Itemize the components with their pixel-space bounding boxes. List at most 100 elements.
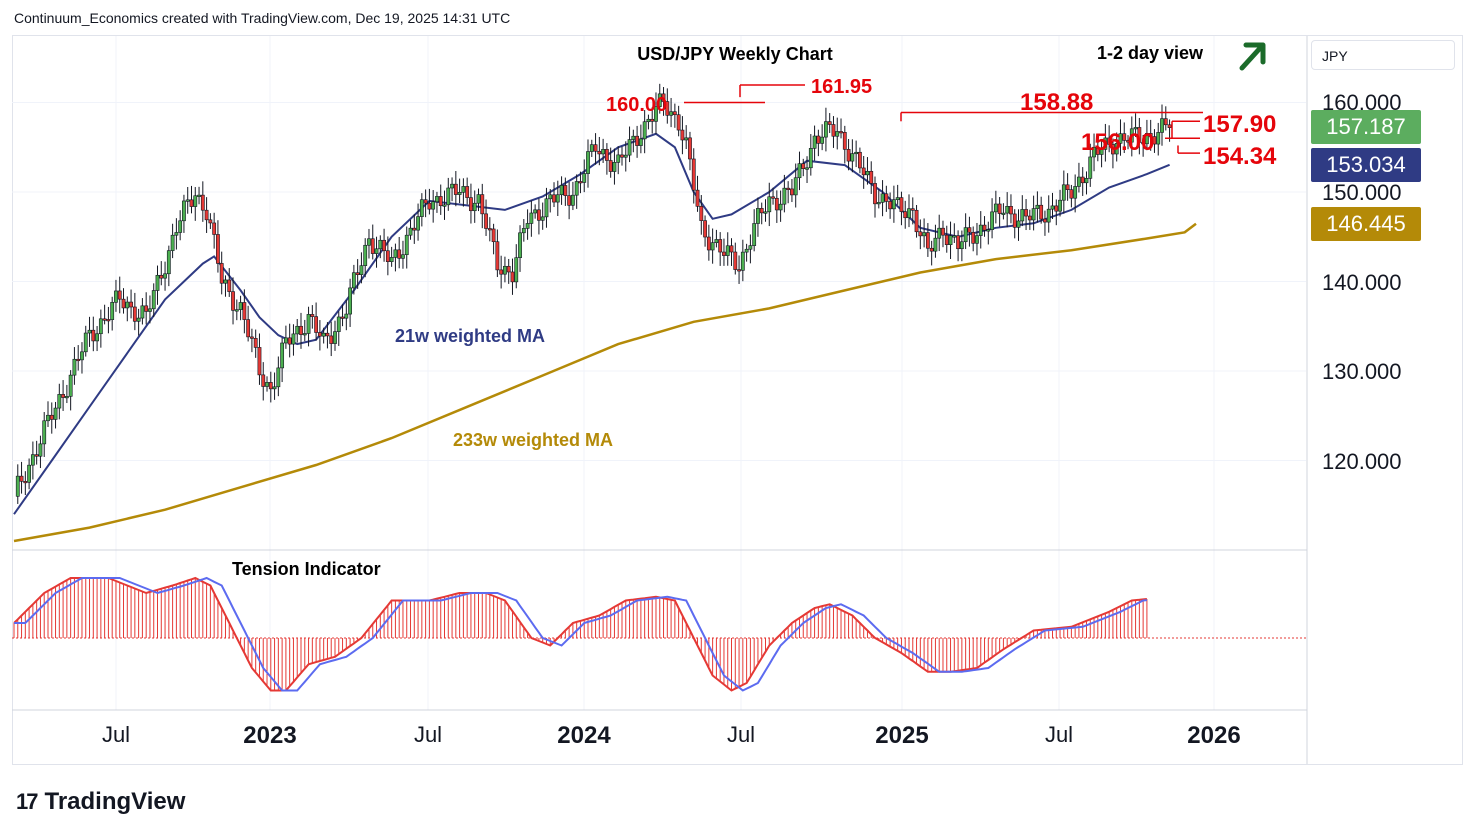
candle-body bbox=[620, 154, 624, 158]
candle-body bbox=[38, 443, 43, 457]
candle-body bbox=[820, 136, 825, 144]
candle-body bbox=[442, 204, 447, 207]
candle-body bbox=[144, 305, 149, 312]
candle-body bbox=[344, 313, 349, 319]
candle-body bbox=[858, 151, 862, 169]
candle-body bbox=[1088, 156, 1093, 179]
candle-body bbox=[1039, 204, 1044, 220]
candle-body bbox=[1005, 206, 1010, 214]
candle-body bbox=[1129, 128, 1134, 143]
y-tick-label: 120.000 bbox=[1322, 449, 1402, 474]
brand-name: TradingView bbox=[44, 788, 186, 815]
candle-body bbox=[53, 407, 58, 420]
candle-body bbox=[178, 220, 183, 233]
candle-body bbox=[102, 318, 107, 321]
candle-body bbox=[129, 301, 133, 308]
candle-body bbox=[435, 196, 439, 203]
candle-body bbox=[302, 333, 307, 336]
candle-body bbox=[412, 227, 417, 231]
candle-body bbox=[552, 194, 556, 203]
candle-body bbox=[733, 251, 738, 270]
candle-body bbox=[1145, 133, 1149, 145]
candle-body bbox=[140, 305, 145, 319]
candle-body bbox=[718, 239, 723, 253]
candle-body bbox=[27, 464, 32, 483]
candle-body bbox=[231, 291, 235, 311]
candle-body bbox=[246, 319, 251, 338]
candle-body bbox=[880, 193, 885, 203]
candle-body bbox=[159, 274, 164, 279]
candle-body bbox=[197, 194, 201, 197]
candle-body bbox=[216, 234, 220, 264]
candle-body bbox=[1016, 220, 1021, 228]
candle-body bbox=[431, 201, 436, 210]
candle-body bbox=[261, 374, 266, 387]
candle-body bbox=[480, 194, 485, 215]
candle-body bbox=[895, 197, 900, 200]
candle-body bbox=[971, 231, 976, 244]
candle-body bbox=[223, 279, 228, 284]
candle-body bbox=[944, 234, 949, 245]
candle-body bbox=[722, 251, 726, 256]
candle-body bbox=[948, 235, 953, 245]
candle-body bbox=[363, 244, 368, 266]
candle-body bbox=[1058, 199, 1062, 212]
candle-body bbox=[710, 242, 715, 251]
candle-body bbox=[314, 316, 319, 333]
candle-body bbox=[1156, 132, 1161, 145]
candle-body bbox=[136, 317, 141, 322]
x-tick-label: 2023 bbox=[243, 722, 297, 749]
candle-body bbox=[518, 232, 522, 258]
candle-body bbox=[563, 185, 568, 196]
candle-body bbox=[1103, 137, 1108, 150]
candle-body bbox=[623, 154, 628, 158]
candle-body bbox=[1114, 143, 1119, 155]
candle-body bbox=[238, 302, 243, 310]
candle-body bbox=[1065, 184, 1070, 190]
candle-body bbox=[385, 250, 390, 262]
candle-body bbox=[1001, 212, 1006, 215]
candle-body bbox=[703, 220, 707, 238]
candle-body bbox=[959, 241, 964, 250]
candle-body bbox=[650, 118, 655, 122]
candle-body bbox=[907, 208, 911, 219]
x-tick-label: Jul bbox=[101, 722, 131, 747]
candle-body bbox=[854, 151, 859, 155]
annotation-157-90: 157.90 bbox=[1203, 111, 1276, 138]
candle-body bbox=[537, 209, 541, 221]
x-tick-label: 2025 bbox=[875, 722, 929, 749]
candle-body bbox=[706, 236, 711, 251]
x-tick-label: Jul bbox=[726, 722, 756, 747]
candle-body bbox=[548, 194, 553, 200]
candle-body bbox=[824, 121, 828, 138]
candle-body bbox=[601, 149, 606, 155]
annotation-160-00: 160.00 bbox=[606, 94, 667, 116]
candle-body bbox=[654, 106, 658, 122]
candle-body bbox=[1163, 118, 1168, 126]
candle-body bbox=[155, 274, 160, 291]
x-tick-label: Jul bbox=[413, 722, 443, 747]
candle-body bbox=[317, 332, 322, 337]
candle-body bbox=[472, 202, 477, 212]
candle-body bbox=[891, 199, 896, 210]
candle-body bbox=[329, 335, 334, 344]
candle-body bbox=[117, 290, 122, 300]
candle-body bbox=[963, 227, 968, 243]
candle-body bbox=[68, 374, 73, 397]
tradingview-logo-icon: 17 bbox=[16, 789, 39, 814]
candle-body bbox=[476, 194, 481, 204]
candle-body bbox=[276, 367, 281, 388]
candle-body bbox=[873, 183, 877, 205]
tradingview-logo[interactable]: 17 TradingView bbox=[16, 788, 185, 816]
ma21-value-badge: 153.034 bbox=[1311, 148, 1421, 182]
candle-body bbox=[1050, 205, 1055, 210]
candle-body bbox=[925, 232, 930, 249]
candle-body bbox=[1122, 133, 1127, 141]
candle-body bbox=[839, 131, 843, 134]
candle-body bbox=[257, 347, 262, 376]
currency-selector[interactable]: JPY bbox=[1311, 40, 1455, 70]
candle-body bbox=[612, 162, 617, 172]
candle-body bbox=[1054, 205, 1059, 212]
candle-body bbox=[1009, 206, 1013, 215]
